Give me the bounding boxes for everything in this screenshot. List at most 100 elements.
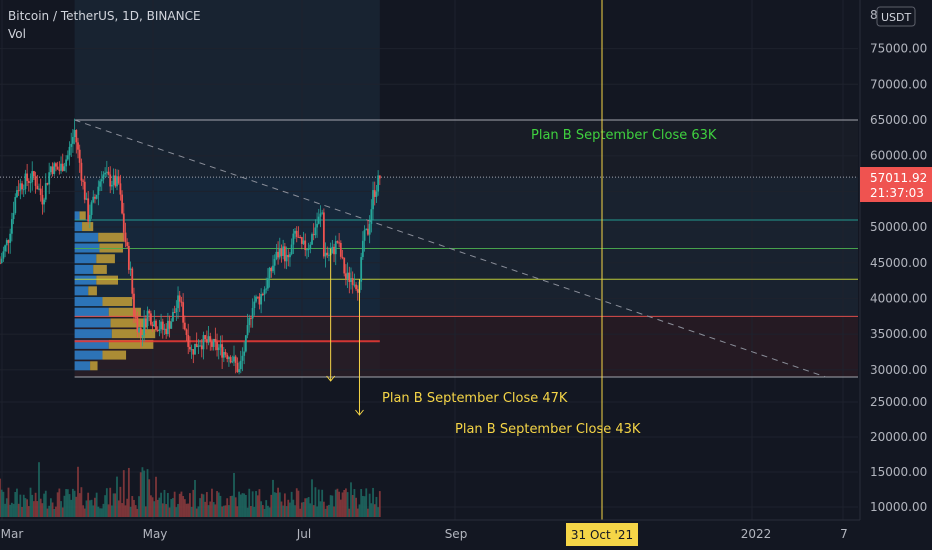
volume-bar: [205, 492, 208, 517]
volume-bar: [4, 503, 6, 517]
volume-bar: [228, 505, 230, 517]
candle-body: [55, 163, 57, 167]
volume-bar: [143, 470, 146, 517]
volume-bar: [229, 496, 232, 517]
candle-body: [299, 236, 302, 238]
volume-bar: [49, 498, 52, 517]
volume-profile-sell-bar: [90, 361, 98, 371]
volume-bar: [105, 488, 108, 517]
candle-body: [168, 320, 171, 329]
time-tick-label: Jul: [296, 527, 311, 541]
volume-bar: [114, 493, 117, 517]
volume-bar: [233, 472, 235, 517]
candle-body: [243, 351, 246, 356]
volume-bar: [92, 505, 95, 517]
volume-bar: [99, 508, 101, 517]
candle-body: [66, 155, 69, 160]
volume-bar: [306, 498, 308, 517]
candle-body: [343, 257, 346, 274]
volume-bar: [211, 488, 213, 517]
candle-body: [341, 256, 344, 258]
volume-bar: [358, 504, 361, 517]
volume-bar: [372, 487, 374, 517]
volume-bar: [160, 492, 162, 517]
candle-body: [267, 278, 269, 289]
volume-bar: [94, 497, 96, 517]
candle-body: [150, 313, 152, 325]
candle-body: [17, 190, 20, 192]
volume-bar: [333, 506, 335, 517]
price-tick-label: 75000.00: [870, 42, 927, 56]
candle-body: [39, 188, 42, 195]
candle-body: [250, 317, 252, 319]
candle-body: [117, 176, 120, 184]
candle-body: [48, 172, 51, 185]
candle-body: [351, 278, 354, 285]
price-tick-label: 35000.00: [870, 327, 927, 341]
candle-body: [194, 343, 196, 355]
candle-body: [331, 246, 334, 254]
trendline: [74, 119, 826, 378]
candle-body: [233, 356, 235, 362]
volume-bar: [268, 507, 271, 517]
volume-bar: [153, 501, 156, 517]
price-tick-label: 25000.00: [870, 395, 927, 409]
volume-bar: [370, 503, 373, 517]
volume-bar: [272, 479, 274, 517]
volume-bar: [343, 489, 346, 517]
volume-bar: [300, 502, 303, 517]
volume-bar: [265, 500, 268, 517]
candle-body: [365, 228, 368, 231]
candle-body: [58, 169, 61, 171]
volume-bar: [26, 499, 29, 517]
candle-body: [317, 216, 320, 224]
candle-body: [136, 317, 139, 333]
volume-label: Vol: [8, 27, 26, 41]
candle-body: [107, 171, 110, 175]
price-tick-label: 70000.00: [870, 77, 927, 91]
volume-bar: [260, 501, 263, 517]
candle-body: [126, 242, 129, 246]
volume-profile: [74, 211, 156, 371]
volume-bar: [136, 508, 139, 517]
volume-bar: [66, 489, 69, 517]
candle-body: [253, 301, 256, 309]
candle-body: [102, 174, 105, 180]
candle-body: [350, 278, 352, 282]
candle-body: [268, 267, 271, 279]
volume-bar: [277, 487, 279, 517]
volume-bar: [46, 508, 49, 517]
candle-body: [195, 343, 198, 348]
volume-bar: [292, 499, 295, 517]
candle-body: [173, 312, 176, 314]
volume-bar: [109, 487, 112, 517]
candle-body: [163, 328, 166, 330]
candle-body: [197, 345, 200, 348]
volume-bar: [182, 496, 185, 517]
volume-profile-buy-bar: [74, 211, 80, 221]
volume-bar: [236, 506, 239, 517]
volume-bar: [363, 496, 366, 517]
currency-badge[interactable]: USDT: [876, 6, 916, 27]
volume-bar: [2, 491, 5, 517]
volume-bar: [361, 495, 364, 517]
candle-body: [238, 369, 240, 373]
cursor-time-label: 31 Oct '21: [571, 528, 633, 542]
candle-body: [375, 191, 378, 197]
volume-bar: [214, 504, 217, 517]
volume-bar: [314, 487, 317, 517]
candle-body: [251, 308, 254, 319]
candle-body: [12, 212, 15, 220]
volume-bar: [88, 500, 91, 517]
volume-bar: [17, 503, 20, 517]
volume-profile-buy-bar: [74, 286, 89, 296]
volume-bar: [31, 494, 34, 517]
volume-profile-sell-bar: [110, 318, 148, 328]
volume-bar: [334, 489, 337, 517]
candle-body: [199, 345, 201, 347]
current-price-value: 57011.92: [870, 171, 927, 185]
candle-body: [297, 236, 300, 238]
volume-bar: [321, 489, 324, 517]
volume-bar: [78, 493, 81, 517]
